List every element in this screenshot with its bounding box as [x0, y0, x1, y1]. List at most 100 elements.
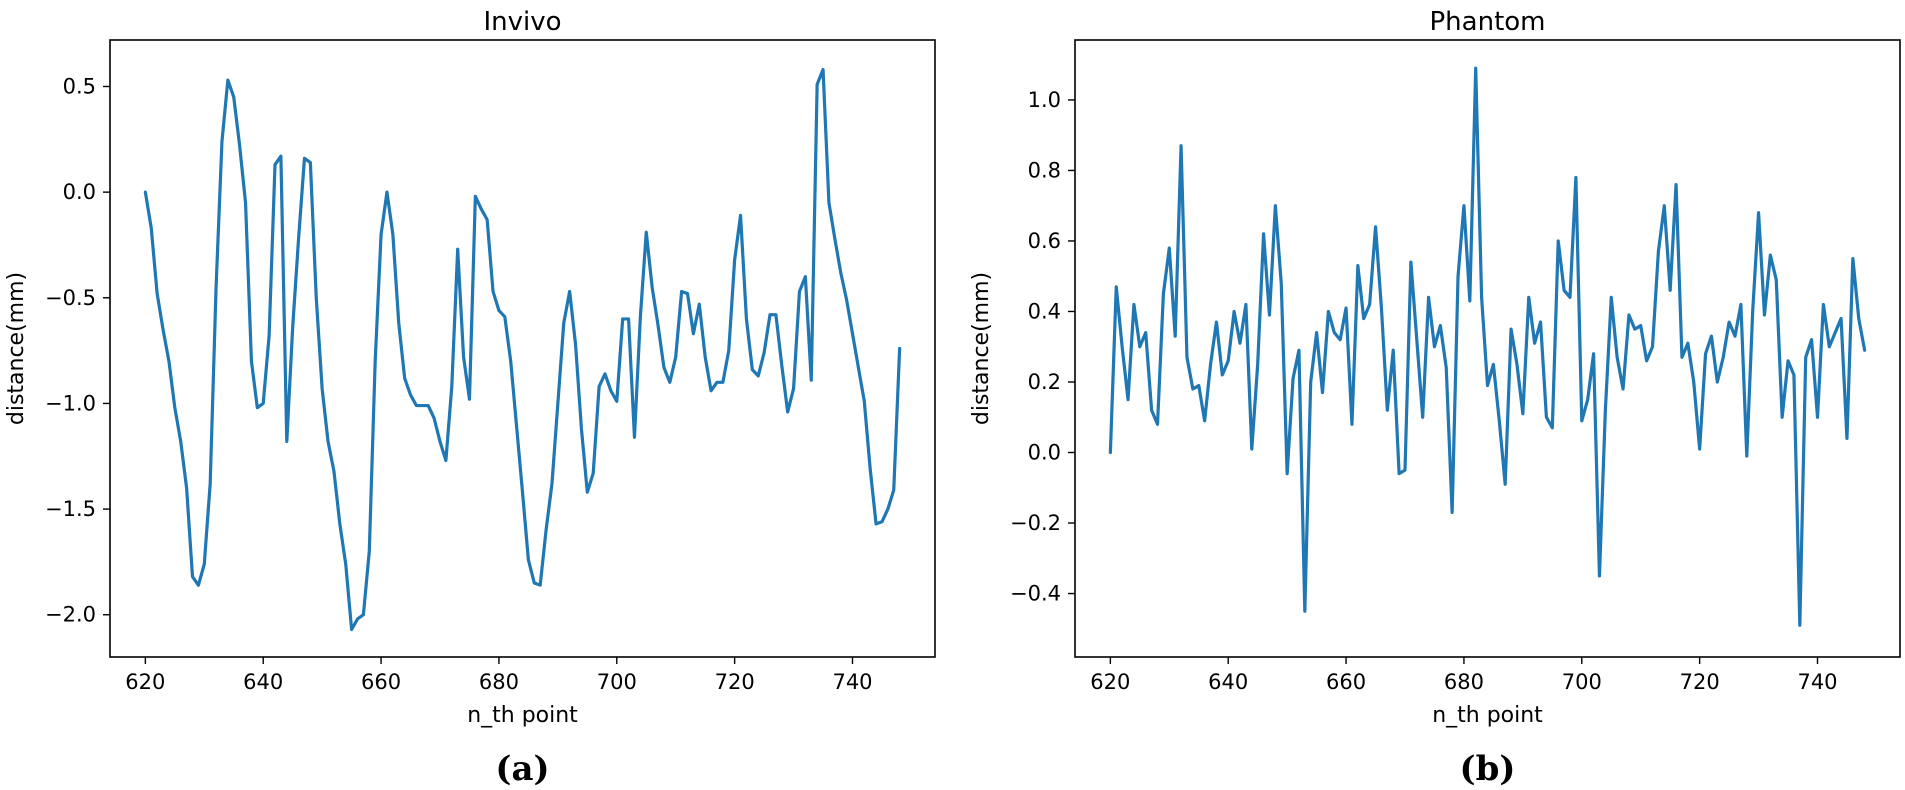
data-point: [1185, 356, 1188, 359]
data-point: [450, 385, 453, 388]
x-tick-label: 720: [1680, 670, 1720, 694]
x-tick-label: 620: [1090, 670, 1130, 694]
data-point: [1445, 366, 1448, 369]
data-point: [1533, 342, 1536, 345]
data-point: [1698, 447, 1701, 450]
data-point: [1174, 335, 1177, 338]
data-point: [1804, 356, 1807, 359]
data-point: [1586, 398, 1589, 401]
y-axis-label: distance(mm): [969, 272, 994, 425]
data-point: [332, 470, 335, 473]
data-point: [374, 360, 377, 363]
y-tick-label: 0.2: [1028, 370, 1061, 394]
data-point: [1616, 356, 1619, 359]
data-point: [1834, 331, 1837, 334]
data-point: [1256, 363, 1259, 366]
data-point: [262, 402, 265, 405]
data-point: [1845, 437, 1848, 440]
data-point: [1622, 388, 1625, 391]
data-point: [1127, 398, 1130, 401]
data-point: [698, 303, 701, 306]
data-point: [315, 296, 318, 299]
data-point: [880, 520, 883, 523]
x-tick-label: 740: [1797, 670, 1837, 694]
data-point: [898, 347, 901, 350]
data-point: [285, 440, 288, 443]
data-point: [303, 157, 306, 160]
data-point: [1757, 211, 1760, 214]
chart-title: Phantom: [1430, 7, 1546, 37]
data-point: [173, 406, 176, 409]
data-point: [1539, 321, 1542, 324]
data-point: [533, 582, 536, 585]
data-point: [327, 440, 330, 443]
data-point: [1574, 176, 1577, 179]
data-point: [1286, 472, 1289, 475]
plot-area-frame: [1074, 39, 1901, 658]
data-point: [362, 613, 365, 616]
data-point: [1168, 247, 1171, 250]
data-point: [480, 208, 483, 211]
data-point: [857, 366, 860, 369]
data-point: [727, 349, 730, 352]
data-point: [1669, 289, 1672, 292]
x-axis-label: n_th point: [467, 703, 578, 728]
data-point: [1486, 384, 1489, 387]
data-point: [745, 317, 748, 320]
data-point: [1451, 511, 1454, 514]
data-point: [179, 440, 182, 443]
data-point: [1798, 624, 1801, 627]
data-point: [1734, 335, 1737, 338]
data-point: [1415, 338, 1418, 341]
y-tick-label: −0.4: [1010, 582, 1061, 606]
data-point: [621, 317, 624, 320]
data-point: [385, 191, 388, 194]
data-point: [1409, 261, 1412, 264]
data-point: [662, 366, 665, 369]
data-point: [1810, 338, 1813, 341]
data-point: [892, 489, 895, 492]
y-tick-label: 0.0: [63, 180, 96, 204]
data-point: [562, 322, 565, 325]
data-point: [274, 163, 277, 166]
data-point: [191, 575, 194, 578]
data-point: [1274, 204, 1277, 207]
data-point: [1657, 250, 1660, 253]
data-point: [822, 68, 825, 71]
panel-caption: (b): [1460, 749, 1516, 789]
data-point: [1828, 345, 1831, 348]
data-point: [715, 381, 718, 384]
y-axis-label: distance(mm): [4, 272, 29, 425]
x-tick-label: 640: [1208, 670, 1248, 694]
series-line: [143, 67, 902, 632]
data-point: [444, 459, 447, 462]
data-point: [1233, 310, 1236, 313]
x-tick-label: 660: [1326, 670, 1366, 694]
data-point: [1745, 455, 1748, 458]
data-point: [692, 332, 695, 335]
y-tick-label: −1.0: [45, 391, 96, 415]
data-point: [769, 313, 772, 316]
data-point: [875, 522, 878, 525]
data-point: [338, 522, 341, 525]
data-point: [827, 201, 830, 204]
data-point: [798, 290, 801, 293]
data-point: [1303, 610, 1306, 613]
data-point: [721, 381, 724, 384]
data-point: [1115, 285, 1118, 288]
data-point: [757, 374, 760, 377]
data-point: [1433, 345, 1436, 348]
plot-area-frame: [109, 39, 936, 658]
data-point: [309, 161, 312, 164]
data-point: [545, 529, 548, 532]
data-point: [503, 315, 506, 318]
data-point: [1109, 451, 1112, 454]
data-point: [845, 298, 848, 301]
data-point: [645, 231, 648, 234]
panel-phantom: Phantom 620 640 660 680 700 720 740 1.0 0.8 0.6 0.4…: [969, 7, 1901, 789]
data-point: [456, 248, 459, 251]
data-point: [1333, 331, 1336, 334]
data-point: [686, 292, 689, 295]
x-tick-label: 640: [243, 670, 283, 694]
data-point: [1404, 469, 1407, 472]
